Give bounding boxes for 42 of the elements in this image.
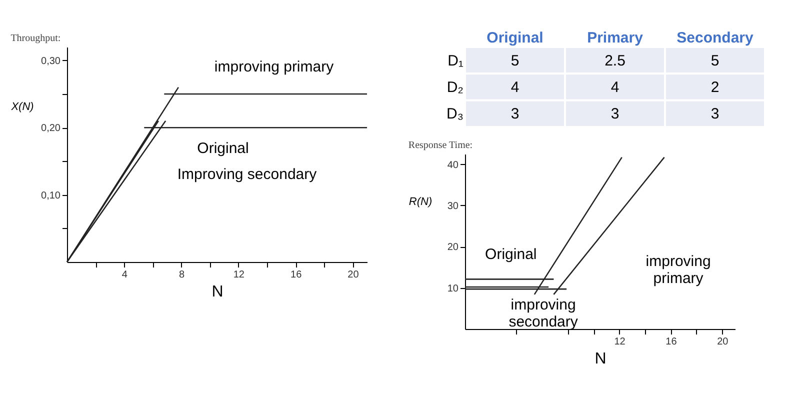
data-label: 4 bbox=[510, 79, 520, 96]
data-label: 3 bbox=[610, 106, 620, 123]
x-tick-label: 20 bbox=[348, 270, 360, 280]
annotation: Improving secondary bbox=[177, 166, 318, 183]
chart-title: Response Time: bbox=[408, 140, 473, 151]
y-tick-label: 30 bbox=[447, 200, 459, 212]
data-label: 3 bbox=[510, 106, 520, 123]
y-tick-label: D₂ bbox=[446, 79, 464, 96]
x-tick-label: 4 bbox=[122, 270, 128, 280]
annotation: Original bbox=[197, 140, 249, 158]
y-tick-label: 10 bbox=[447, 283, 459, 294]
x-tick-label: 12 bbox=[233, 270, 245, 280]
annotation: Original bbox=[485, 246, 537, 263]
annotation: improving primary bbox=[214, 58, 334, 76]
annotation: improving secondary bbox=[508, 296, 578, 330]
x-tick-label: Primary bbox=[587, 30, 644, 46]
y-axis-title: X(N) bbox=[10, 101, 34, 113]
x-tick-label: 16 bbox=[666, 336, 678, 348]
annotation: improving primary bbox=[646, 252, 711, 287]
x-tick-label: Original bbox=[486, 30, 544, 46]
y-tick-label: D₃ bbox=[446, 106, 464, 123]
x-axis-title: N bbox=[212, 284, 224, 300]
y-tick-label: D₁ bbox=[448, 52, 464, 70]
y-tick-label: 0,10 bbox=[41, 190, 61, 202]
y-tick-label: 0,20 bbox=[41, 123, 61, 134]
data-label: 5 bbox=[710, 52, 720, 70]
x-tick-label: Secondary bbox=[676, 30, 754, 46]
chart-title: Throughput: bbox=[10, 33, 61, 44]
y-axis-title: R(N) bbox=[408, 196, 432, 208]
y-tick-label: 0,30 bbox=[41, 56, 61, 67]
data-label: 5 bbox=[510, 52, 520, 70]
data-label: 3 bbox=[710, 106, 720, 123]
x-tick-label: 8 bbox=[179, 270, 186, 280]
y-tick-label: 20 bbox=[447, 242, 459, 254]
data-label: 2.5 bbox=[604, 52, 626, 70]
x-tick-label: 20 bbox=[717, 336, 729, 348]
x-tick-label: 16 bbox=[290, 270, 302, 280]
data-label: 4 bbox=[610, 79, 620, 96]
y-tick-label: 40 bbox=[447, 160, 459, 171]
data-label: 2 bbox=[710, 79, 720, 96]
x-axis-title: N bbox=[594, 350, 606, 368]
x-tick-label: 12 bbox=[614, 336, 626, 348]
